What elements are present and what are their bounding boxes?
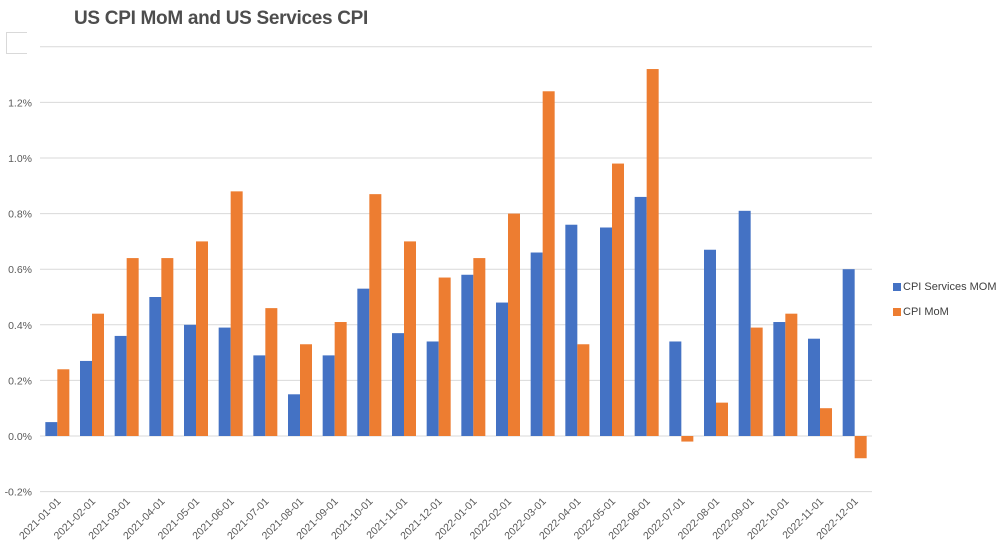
y-tick-label: 0.2% — [8, 375, 32, 387]
bar-cpi-mom — [161, 258, 174, 436]
bar-cpi-services-mom — [253, 355, 266, 436]
y-tick-label: 1.2% — [8, 97, 32, 109]
bar-cpi-services-mom — [600, 227, 612, 436]
bar-cpi-services-mom — [218, 327, 231, 436]
y-tick-label: 0.4% — [8, 320, 32, 332]
legend: CPI Services MOM CPI MoM — [893, 274, 997, 324]
y-tick-label: 0.0% — [8, 431, 32, 443]
bar-cpi-mom — [369, 194, 382, 436]
bar-cpi-mom — [126, 258, 139, 436]
bar-cpi-mom — [404, 241, 416, 436]
bar-cpi-mom — [646, 69, 659, 436]
bar-cpi-services-mom — [80, 360, 92, 436]
bar-cpi-mom — [750, 327, 763, 436]
legend-label: CPI MoM — [903, 305, 949, 318]
bar-cpi-mom — [542, 91, 555, 436]
bar-cpi-mom — [92, 313, 104, 436]
bar-cpi-services-mom — [704, 249, 716, 436]
bar-cpi-services-mom — [738, 210, 751, 436]
bar-cpi-mom — [438, 277, 451, 436]
bar-cpi-services-mom — [496, 302, 508, 436]
bar-cpi-mom — [508, 213, 520, 436]
bar-cpi-mom — [265, 308, 278, 436]
bar-cpi-services-mom — [114, 335, 127, 436]
bar-cpi-services-mom — [392, 333, 404, 436]
bar-cpi-services-mom — [634, 196, 647, 436]
bar-cpi-mom — [334, 322, 347, 436]
bar-cpi-services-mom — [669, 341, 682, 436]
bar-cpi-services-mom — [357, 288, 370, 436]
bar-cpi-mom — [300, 344, 312, 436]
y-tick-label: 0.8% — [8, 209, 32, 221]
y-tick-label: -0.2% — [5, 487, 32, 499]
legend-label: CPI Services MOM — [903, 280, 997, 293]
bar-cpi-services-mom — [426, 341, 439, 436]
bar-cpi-services-mom — [322, 355, 335, 436]
bar-cpi-mom — [230, 191, 243, 436]
bar-cpi-mom — [196, 241, 208, 436]
bars — [45, 69, 867, 459]
bar-cpi-services-mom — [149, 297, 162, 436]
y-axis-ticks: -0.2% 0.0% 0.2% 0.4% 0.6% 0.8% 1.0% 1.2% — [5, 97, 32, 498]
legend-item-services: CPI Services MOM — [893, 274, 997, 299]
legend-item-cpi: CPI MoM — [893, 299, 997, 324]
bar-cpi-services-mom — [530, 252, 543, 436]
bar-cpi-mom — [57, 369, 70, 436]
legend-swatch — [893, 282, 901, 291]
bar-cpi-mom — [473, 258, 486, 436]
bar-cpi-mom — [577, 344, 590, 436]
bar-cpi-services-mom — [288, 394, 300, 436]
bar-cpi-services-mom — [842, 269, 855, 436]
bar-cpi-services-mom — [45, 422, 58, 436]
y-tick-label: 1.0% — [8, 153, 32, 165]
bar-cpi-services-mom — [773, 322, 786, 436]
bar-cpi-services-mom — [565, 224, 578, 436]
bar-cpi-mom — [681, 436, 694, 442]
bar-cpi-services-mom — [184, 324, 196, 436]
bar-cpi-mom — [820, 408, 832, 436]
y-tick-label: 0.6% — [8, 264, 32, 276]
chart-area-handle[interactable] — [6, 32, 27, 54]
bar-cpi-mom — [854, 436, 867, 459]
bar-cpi-services-mom — [808, 338, 820, 436]
bar-cpi-mom — [716, 402, 728, 436]
bar-cpi-mom — [612, 163, 624, 436]
bar-cpi-services-mom — [461, 274, 474, 436]
x-axis-ticks: 2021-01-012021-02-012021-03-012021-04-01… — [17, 496, 861, 543]
chart-title: US CPI MoM and US Services CPI — [74, 8, 369, 29]
bar-cpi-mom — [785, 313, 798, 436]
legend-swatch — [893, 307, 901, 316]
gridlines — [40, 46, 872, 493]
